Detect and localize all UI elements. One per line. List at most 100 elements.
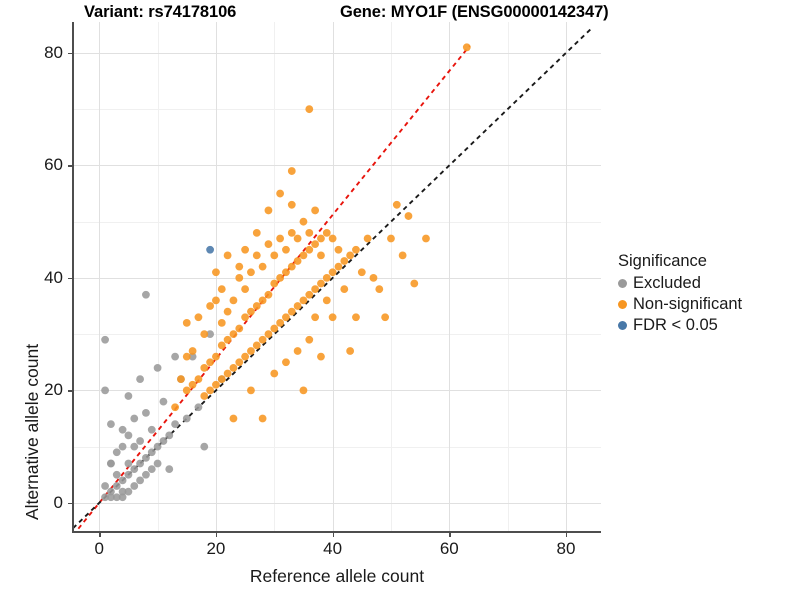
data-point (217, 319, 226, 327)
data-point (223, 251, 232, 260)
data-point (282, 358, 290, 367)
data-point (112, 470, 121, 479)
data-point (107, 459, 115, 468)
data-point (130, 414, 139, 423)
data-point (247, 347, 255, 355)
data-point (217, 375, 226, 384)
data-point (392, 200, 401, 209)
data-point (107, 493, 115, 502)
data-point (101, 482, 109, 490)
legend-item: FDR < 0.05 (618, 315, 742, 336)
data-point (363, 234, 372, 243)
plot-panel (73, 22, 601, 531)
data-point (194, 313, 203, 322)
data-point (381, 313, 390, 322)
data-point (142, 408, 150, 417)
data-point (171, 403, 179, 412)
data-point (252, 341, 261, 350)
legend-item-label: FDR < 0.05 (633, 316, 718, 334)
gridline-minor-horizontal (73, 109, 601, 111)
data-point (258, 414, 267, 423)
data-point (317, 279, 325, 288)
data-point (118, 493, 127, 502)
gridline-major-vertical (449, 22, 451, 531)
data-point (101, 335, 109, 344)
data-point (287, 307, 296, 316)
gridline-minor-vertical (274, 22, 276, 531)
data-point (147, 448, 156, 457)
y-tick-label: 20 (44, 380, 63, 400)
data-point (217, 285, 226, 294)
data-point (287, 262, 296, 271)
data-point (252, 251, 261, 260)
x-axis-line (72, 531, 601, 533)
data-point (282, 268, 290, 277)
data-point (200, 363, 209, 372)
data-point (142, 290, 150, 299)
gridline-minor-horizontal (73, 334, 601, 336)
gridline-major-horizontal (73, 390, 601, 392)
data-point (229, 414, 238, 423)
data-point (305, 290, 314, 299)
y-tick-label: 0 (53, 492, 63, 512)
data-point (334, 245, 343, 254)
data-point (112, 482, 121, 490)
data-point (107, 459, 115, 468)
data-point (136, 476, 144, 485)
gridline-major-horizontal (73, 277, 601, 279)
data-point (124, 487, 133, 496)
legend-key-dot-icon (618, 300, 627, 309)
data-point (282, 245, 290, 254)
data-point (293, 234, 302, 243)
gridline-major-vertical (332, 22, 334, 531)
x-tick-label: 40 (323, 539, 343, 558)
data-point (241, 285, 250, 294)
data-point (112, 448, 121, 457)
gridline-major-vertical (565, 22, 567, 531)
data-point (188, 380, 197, 389)
data-point (422, 234, 430, 243)
data-point (235, 324, 244, 333)
data-point (136, 459, 144, 468)
y-tick-label: 80 (44, 42, 63, 62)
data-point (101, 493, 109, 502)
x-tick-mark (565, 532, 568, 537)
gridline-minor-horizontal (73, 221, 601, 223)
data-point (124, 459, 133, 468)
data-point (223, 307, 232, 316)
data-point (118, 487, 127, 496)
data-point (258, 296, 267, 305)
legend-item: Excluded (618, 273, 742, 294)
x-tick-mark (99, 532, 101, 537)
data-point (311, 240, 320, 249)
data-point (317, 251, 325, 260)
fitted-line (75, 45, 471, 531)
data-point (235, 262, 244, 271)
data-point (247, 268, 255, 277)
data-point (124, 470, 133, 479)
legend-item: Non-significant (618, 294, 742, 315)
data-point (241, 352, 250, 361)
data-point (177, 375, 185, 384)
data-point (322, 229, 331, 237)
data-point (352, 313, 360, 322)
data-point (171, 420, 179, 429)
data-point (410, 279, 419, 288)
x-tick-mark (332, 532, 334, 537)
data-point (118, 476, 127, 485)
data-point (200, 392, 209, 400)
gridline-major-vertical (99, 22, 101, 531)
data-point (287, 200, 296, 209)
y-tick-label: 40 (44, 267, 63, 287)
data-point (317, 234, 325, 243)
series-excluded (101, 290, 226, 502)
data-point (299, 296, 308, 305)
x-tick-label: 20 (206, 539, 226, 558)
x-tick-label: 60 (439, 539, 459, 558)
data-point (188, 352, 197, 361)
data-point (305, 229, 314, 237)
data-point (147, 465, 156, 474)
data-point (194, 403, 203, 412)
data-point (404, 212, 413, 220)
data-point (241, 313, 250, 322)
